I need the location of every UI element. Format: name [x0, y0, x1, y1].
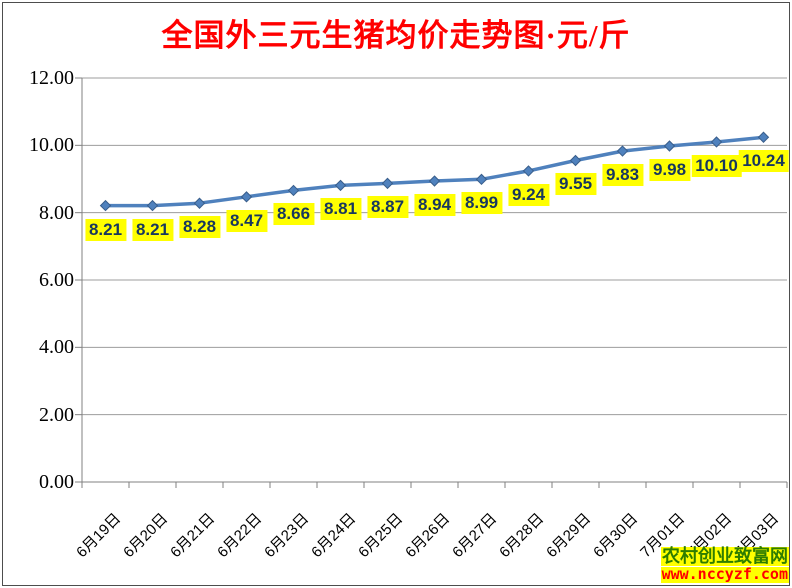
- y-tick-label: 8.00: [39, 201, 74, 224]
- data-label: 10.10: [691, 154, 742, 177]
- data-label: 8.87: [366, 196, 409, 219]
- data-point-marker: [428, 175, 441, 187]
- data-point-marker: [710, 136, 723, 148]
- data-point-marker: [616, 145, 629, 157]
- data-point-marker: [522, 165, 535, 177]
- data-point-marker: [287, 184, 300, 197]
- data-point-marker: [193, 197, 206, 209]
- chart-title: 全国外三元生猪均价走势图·元/斤: [161, 18, 631, 53]
- watermark-url: www.nccyzf.com: [660, 565, 789, 584]
- data-point-marker: [381, 177, 394, 190]
- data-point-marker: [99, 199, 112, 212]
- data-point-marker: [663, 140, 676, 152]
- data-point-marker: [475, 173, 488, 186]
- watermark: 农村创业致富网 www.nccyzf.com: [660, 546, 789, 584]
- data-label: 10.24: [738, 150, 789, 173]
- y-tick-label: 12.00: [29, 67, 74, 89]
- data-label: 8.47: [225, 209, 268, 232]
- data-label: 9.83: [601, 164, 644, 187]
- data-label: 8.21: [84, 218, 127, 241]
- data-point-marker: [334, 179, 347, 192]
- y-tick-label: 2.00: [39, 403, 74, 426]
- data-label: 8.28: [178, 216, 221, 239]
- y-tick-label: 0.00: [39, 471, 74, 493]
- data-point-marker: [757, 131, 770, 143]
- y-tick-label: 4.00: [39, 336, 74, 359]
- data-label: 8.21: [131, 218, 174, 241]
- data-label: 9.55: [554, 173, 597, 196]
- y-tick-label: 6.00: [39, 269, 74, 291]
- data-label: 9.24: [507, 183, 550, 206]
- data-point-marker: [240, 191, 253, 203]
- data-point-marker: [146, 199, 159, 212]
- data-label: 8.99: [460, 192, 503, 215]
- data-label: 9.98: [648, 159, 691, 181]
- data-point-marker: [569, 154, 582, 167]
- data-label: 8.81: [319, 198, 362, 221]
- watermark-site-name: 农村创业致富网: [661, 546, 789, 567]
- data-label: 8.94: [413, 194, 456, 217]
- y-tick-label: 10.00: [29, 134, 74, 157]
- data-label: 8.66: [272, 203, 315, 226]
